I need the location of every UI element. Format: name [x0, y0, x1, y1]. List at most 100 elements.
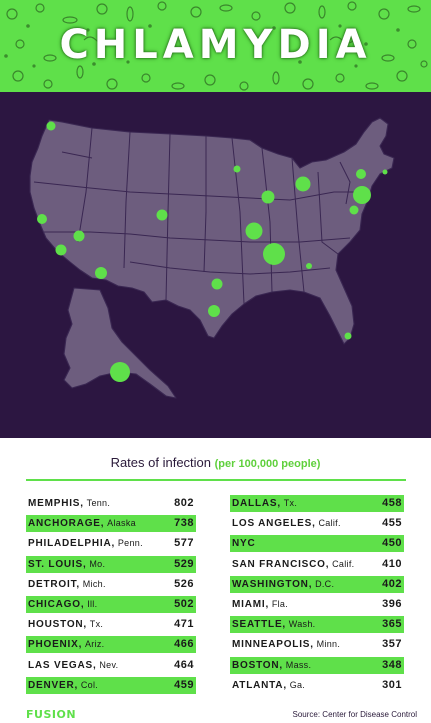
marker-nyc [356, 169, 366, 179]
table-row: MEMPHIS, Tenn. 802 [26, 495, 196, 512]
source-note: Source: Center for Disease Control [292, 710, 418, 719]
rate-value: 738 [174, 517, 194, 530]
contiguous-us-shape [29, 117, 395, 345]
rate-value: 802 [174, 497, 194, 509]
marker-phoenix [95, 267, 107, 279]
city-name: DALLAS, [232, 498, 281, 509]
table-row: LAS VEGAS, Nev. 464 [26, 657, 196, 674]
chart-subtitle: Rates of infection (per 100,000 people) [0, 455, 431, 470]
table-row: WASHINGTON, D.C. 402 [230, 575, 404, 593]
table-row: SEATTLE, Wash. 365 [230, 616, 404, 634]
table-row: DALLAS, Tx. 458 [230, 495, 404, 512]
rate-value: 301 [382, 678, 402, 691]
city-name: LOS ANGELES, [232, 518, 316, 530]
page-title: CHLAMYDIA [59, 22, 372, 68]
rate-value: 459 [174, 678, 194, 691]
city-name: ANCHORAGE, [28, 518, 105, 530]
city-name: BOSTON, [232, 659, 283, 671]
table-row: CHICAGO, Ill. 502 [26, 595, 196, 613]
state-name: Tenn. [86, 498, 111, 508]
table-row: BOSTON, Mass. 348 [230, 656, 404, 674]
rate-value: 466 [174, 638, 194, 651]
table-row: DENVER, Col. 459 [26, 676, 196, 694]
state-name: D.C. [315, 578, 335, 589]
state-name: Alaska [107, 518, 136, 529]
city-name: SEATTLE, [232, 619, 286, 631]
table-row: ANCHORAGE, Alaska 738 [26, 515, 196, 533]
marker-chicago [261, 190, 275, 204]
marker-miami [344, 332, 352, 340]
marker-san-francisco [37, 214, 47, 224]
marker-philadelphia [353, 186, 371, 204]
state-name: Wash. [288, 619, 316, 630]
rate-value: 450 [382, 537, 402, 550]
state-name: Tx. [89, 619, 104, 630]
state-name: Nev. [99, 659, 119, 670]
marker-minneapolis [233, 165, 241, 173]
city-name: ATLANTA, [232, 679, 287, 691]
table-row: ATLANTA, Ga. 301 [230, 677, 404, 694]
marker-las-vegas [73, 230, 85, 242]
table-row: PHOENIX, Ariz. 466 [26, 636, 196, 654]
rate-value: 402 [382, 577, 402, 590]
chart-title: Rates of infection [110, 455, 212, 470]
state-name: Mich. [82, 578, 106, 589]
state-name: Ga. [289, 679, 306, 690]
marker-seattle [46, 121, 56, 131]
state-name: Calif. [332, 558, 355, 569]
table-row: ST. LOUIS, Mo. 529 [26, 555, 196, 573]
city-name: CHICAGO, [28, 598, 85, 610]
title-rule [26, 479, 406, 481]
table-column-right: DALLAS, Tx. 458 LOS ANGELES, Calif. 455 NY… [230, 495, 404, 697]
table-row: LOS ANGELES, Calif. 455 [230, 515, 404, 532]
table-row: NYC 450 [230, 535, 404, 553]
marker-detroit [295, 176, 311, 192]
city-name: ST. LOUIS, [28, 558, 87, 570]
city-name: WASHINGTON, [232, 578, 313, 590]
table-row: MINNEAPOLIS, Minn. 357 [230, 636, 404, 653]
marker-boston [382, 169, 388, 175]
rate-value: 396 [382, 597, 402, 610]
state-name: Mo. [89, 558, 106, 569]
table-row: DETROIT, Mich. 526 [26, 576, 196, 593]
marker-st-louis [245, 222, 263, 240]
state-name: Minn. [316, 639, 341, 650]
rate-value: 526 [174, 577, 194, 590]
rate-value: 357 [382, 638, 402, 651]
marker-dallas [211, 278, 223, 290]
city-name: NYC [232, 538, 256, 550]
city-name: DETROIT, [28, 578, 80, 590]
alaska-shape [63, 287, 177, 399]
rate-value: 529 [174, 557, 194, 570]
table-column-left: MEMPHIS, Tenn. 802 ANCHORAGE, Alaska 738 P… [26, 495, 196, 697]
city-name: MIAMI, [232, 598, 270, 610]
rate-value: 455 [382, 517, 402, 530]
state-name: Col. [80, 679, 99, 690]
city-name: HOUSTON, [28, 619, 87, 631]
marker-washington [349, 205, 359, 215]
marker-houston [208, 305, 220, 317]
bacteria-pattern [4, 1, 428, 91]
rate-value: 365 [382, 618, 402, 631]
rate-value: 502 [174, 597, 194, 610]
chart-title-note: (per 100,000 people) [214, 458, 321, 470]
state-name: Tx. [283, 498, 298, 508]
marker-anchorage [110, 362, 130, 382]
city-name: PHILADELPHIA, [28, 538, 116, 550]
city-name: MINNEAPOLIS, [232, 639, 314, 651]
state-name: Calif. [318, 518, 341, 529]
city-name: PHOENIX, [28, 639, 83, 651]
state-name: Ill. [87, 598, 98, 609]
us-map [29, 117, 395, 399]
state-name: Ariz. [84, 639, 105, 650]
marker-atlanta [306, 263, 312, 269]
rate-value: 458 [382, 497, 402, 509]
rate-value: 471 [174, 618, 194, 631]
marker-denver [156, 209, 168, 221]
table-row: SAN FRANCISCO, Calif. 410 [230, 556, 404, 573]
state-borders [33, 127, 368, 305]
rate-value: 410 [382, 557, 402, 570]
marker-memphis [263, 243, 285, 265]
city-name: LAS VEGAS, [28, 659, 97, 671]
city-name: SAN FRANCISCO, [232, 558, 330, 570]
